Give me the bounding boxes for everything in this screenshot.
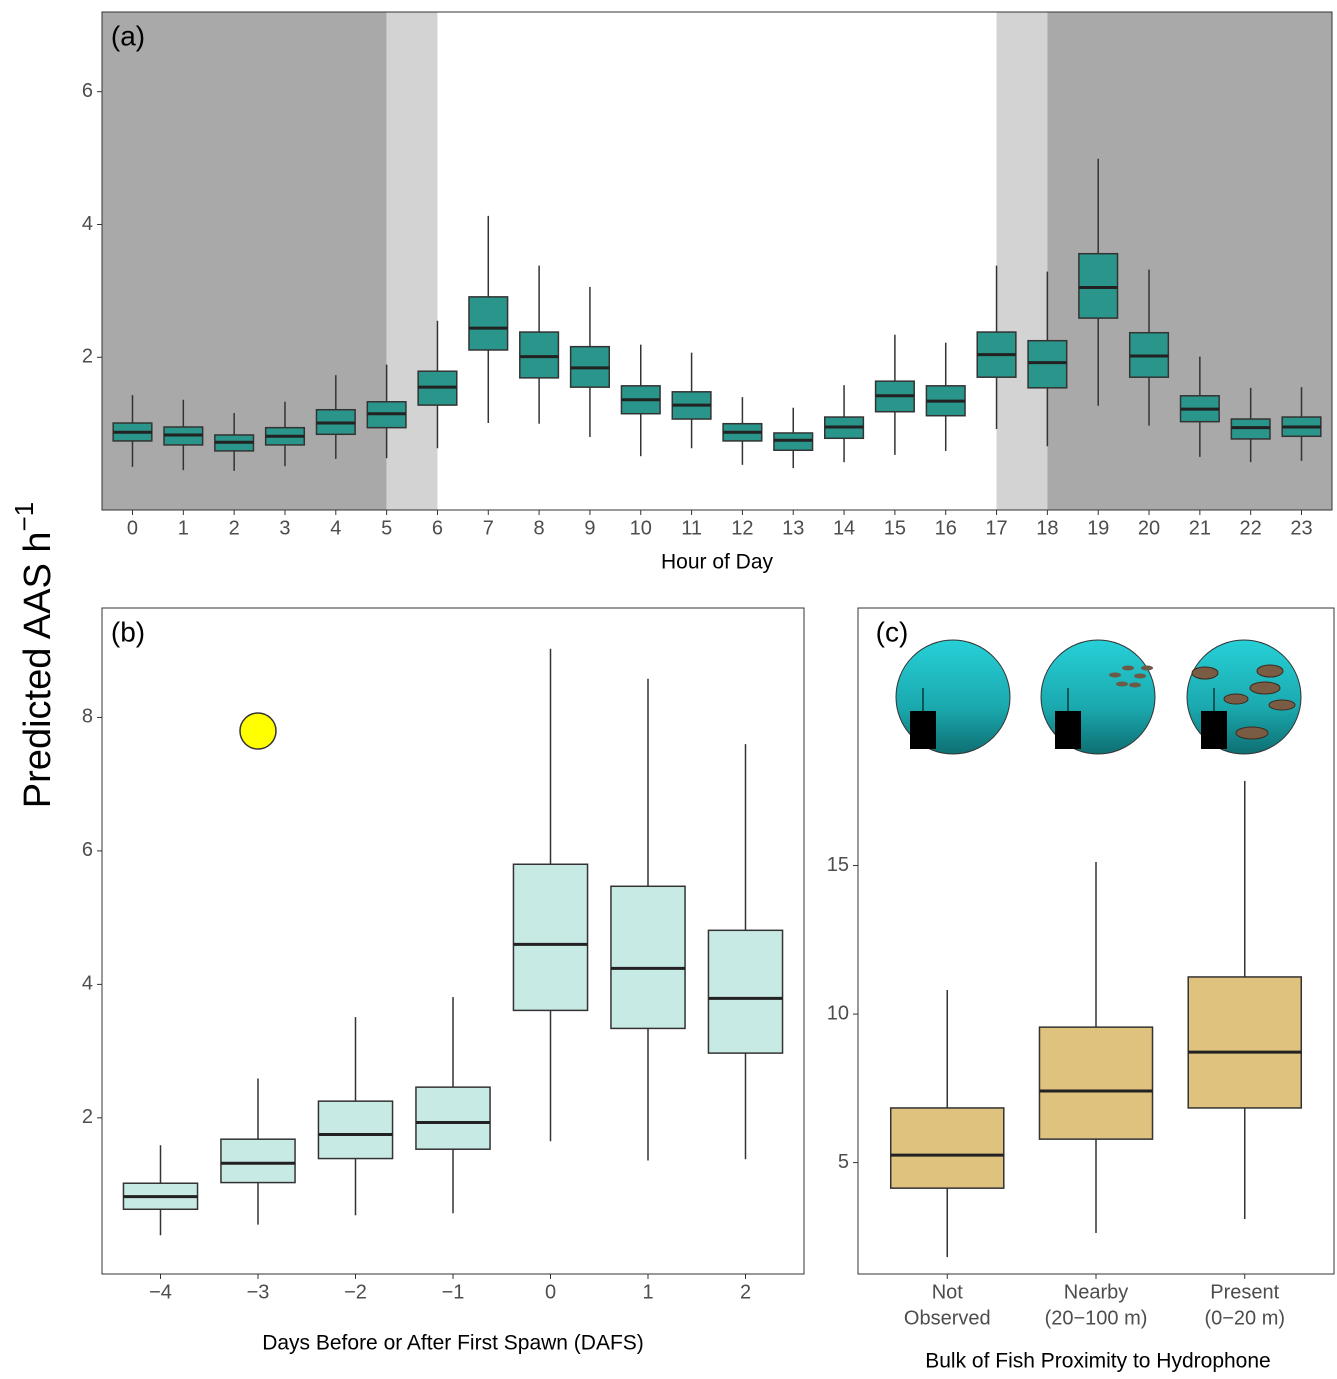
x-tick-label: 13 — [782, 517, 804, 539]
box — [513, 864, 587, 1010]
x-tick-label: 1 — [178, 517, 189, 539]
y-tick-label: 2 — [82, 346, 93, 368]
y-tick-label: 2 — [82, 1106, 93, 1128]
x-tick-label: 10 — [630, 517, 652, 539]
box — [708, 930, 782, 1053]
box — [469, 297, 508, 350]
x-tick-label: 0 — [127, 517, 138, 539]
x-tick-label: Observed — [904, 1307, 991, 1329]
x-tick-label: 14 — [833, 517, 855, 539]
x-tick-label: (20−100 m) — [1045, 1307, 1148, 1329]
box — [221, 1139, 295, 1182]
panel-label: (c) — [876, 616, 909, 647]
y-tick-label: 8 — [82, 706, 93, 728]
x-tick-label: 5 — [381, 517, 392, 539]
panel-label: (a) — [111, 20, 145, 51]
box — [1188, 977, 1301, 1108]
x-tick-label: −3 — [247, 1281, 270, 1303]
x-tick-label: 8 — [534, 517, 545, 539]
x-tick-label: −2 — [344, 1281, 367, 1303]
x-tick-label: 20 — [1138, 517, 1160, 539]
hydrophone-icons — [896, 640, 1301, 754]
y-tick-label: 4 — [82, 213, 93, 235]
x-tick-label: 4 — [330, 517, 341, 539]
y-axis-title: Predicted AAS h−1 — [9, 502, 59, 808]
icon-nearby — [1041, 640, 1155, 754]
y-tick-label: 6 — [82, 80, 93, 102]
x-tick-label: 16 — [935, 517, 957, 539]
y-tick-label: 15 — [827, 854, 849, 876]
x-tick-label: 1 — [642, 1281, 653, 1303]
icon-present — [1187, 640, 1301, 754]
x-tick-label: 0 — [545, 1281, 556, 1303]
x-tick-label: 21 — [1189, 517, 1211, 539]
x-tick-label: 11 — [681, 517, 702, 539]
x-tick-label: Present — [1210, 1281, 1279, 1303]
y-tick-label: 5 — [838, 1151, 849, 1173]
x-tick-label: Nearby — [1064, 1281, 1128, 1303]
x-tick-label: 9 — [584, 517, 595, 539]
box — [318, 1101, 392, 1158]
x-tick-label: 18 — [1036, 517, 1058, 539]
x-axis-title: Bulk of Fish Proximity to Hydrophone — [925, 1350, 1270, 1373]
x-tick-label: 7 — [483, 517, 494, 539]
x-tick-label: 22 — [1240, 517, 1262, 539]
box — [520, 332, 559, 378]
y-tick-label: 4 — [82, 973, 93, 995]
x-axis-title: Hour of Day — [661, 551, 774, 574]
x-tick-label: −1 — [442, 1281, 465, 1303]
x-tick-label: 23 — [1290, 517, 1312, 539]
sun-icon — [240, 713, 276, 749]
y-axis-title-superscript: −1 — [9, 502, 39, 532]
x-tick-label: 17 — [985, 517, 1007, 539]
box — [416, 1087, 490, 1149]
y-tick-label: 10 — [827, 1002, 849, 1024]
y-tick-label: 6 — [82, 839, 93, 861]
x-axis-title: Days Before or After First Spawn (DAFS) — [262, 1332, 644, 1355]
x-tick-label: 6 — [432, 517, 443, 539]
x-tick-label: 15 — [884, 517, 906, 539]
x-tick-label: −4 — [149, 1281, 172, 1303]
x-tick-label: 2 — [229, 517, 240, 539]
shaded-band — [387, 12, 438, 510]
x-tick-label: 12 — [731, 517, 753, 539]
x-tick-label: 2 — [740, 1281, 751, 1303]
box — [891, 1108, 1004, 1188]
icon-not-observed — [896, 640, 1010, 754]
figure: 0123456789101112131415161718192021222324… — [0, 0, 1337, 1374]
shaded-band — [997, 12, 1048, 510]
x-tick-label: 3 — [279, 517, 290, 539]
box — [611, 886, 685, 1028]
box — [1039, 1027, 1152, 1139]
panel-label: (b) — [111, 616, 145, 647]
box — [1079, 254, 1118, 318]
x-tick-label: 19 — [1087, 517, 1109, 539]
box — [1028, 341, 1067, 388]
y-axis-title-text: Predicted AAS h — [17, 531, 59, 808]
x-tick-label: (0−20 m) — [1204, 1307, 1285, 1329]
x-tick-label: Not — [932, 1281, 964, 1303]
